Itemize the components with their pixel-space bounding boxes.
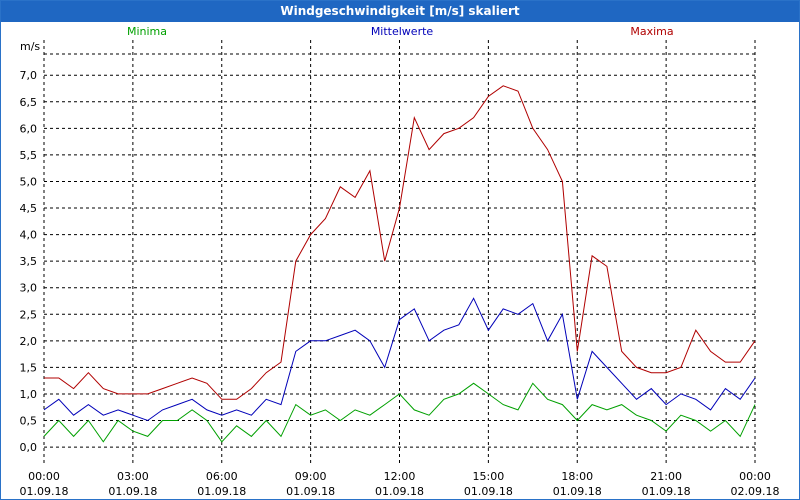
y-tick-label: 0,0 [20, 441, 38, 454]
x-tick-date: 02.09.18 [731, 485, 780, 498]
x-tick-date: 01.09.18 [464, 485, 513, 498]
y-tick-label: 7,0 [20, 69, 38, 82]
x-tick-date: 01.09.18 [197, 485, 246, 498]
x-tick-time: 00:00 [739, 470, 771, 483]
x-tick-date: 01.09.18 [375, 485, 424, 498]
x-tick-date: 01.09.18 [553, 485, 602, 498]
x-tick-time: 03:00 [117, 470, 149, 483]
y-tick-label: 4,5 [20, 202, 38, 215]
y-tick-label: 1,5 [20, 361, 38, 374]
x-tick-date: 01.09.18 [642, 485, 691, 498]
legend-entry-mittelwerte: Mittelwerte [371, 25, 434, 38]
y-tick-label: 2,5 [20, 308, 38, 321]
x-tick-date: 01.09.18 [20, 485, 69, 498]
x-tick-time: 18:00 [561, 470, 593, 483]
series-lines [43, 85, 756, 443]
y-tick-label: 3,0 [20, 282, 38, 295]
y-tick-label: 1,0 [20, 388, 38, 401]
legend: Minima Mittelwerte Maxima [127, 25, 674, 38]
x-tick-date: 01.09.18 [108, 485, 157, 498]
x-tick-time: 12:00 [384, 470, 416, 483]
y-tick-label: 4,0 [20, 229, 38, 242]
y-tick-label: 3,5 [20, 255, 38, 268]
grid [43, 40, 756, 463]
axes: 0,0 0,5 1,0 1,5 2,0 2,5 3,0 3,5 4,0 4,5 5,0 5,5 6,0 6… [20, 40, 780, 498]
y-tick-label: 6,5 [20, 96, 38, 109]
x-tick-time: 21:00 [650, 470, 682, 483]
series-line-mittelwerte [43, 297, 756, 422]
x-tick-time: 00:00 [28, 470, 60, 483]
chart-title: Windgeschwindigkeit [m/s] skaliert [1, 1, 799, 22]
x-tick-time: 15:00 [473, 470, 505, 483]
x-tick-time: 09:00 [295, 470, 327, 483]
x-tick-time: 06:00 [206, 470, 238, 483]
y-tick-label: 2,0 [20, 335, 38, 348]
legend-entry-minima: Minima [127, 25, 167, 38]
legend-entry-maxima: Maxima [630, 25, 673, 38]
y-axis-unit: m/s [20, 40, 40, 53]
x-tick-date: 01.09.18 [286, 485, 335, 498]
y-tick-label: 6,0 [20, 122, 38, 135]
y-tick-label: 5,0 [20, 175, 38, 188]
series-line-maxima [44, 85, 756, 400]
y-tick-label: 0,5 [20, 415, 38, 428]
y-tick-label: 5,5 [20, 149, 38, 162]
series-line-minima [43, 382, 756, 443]
